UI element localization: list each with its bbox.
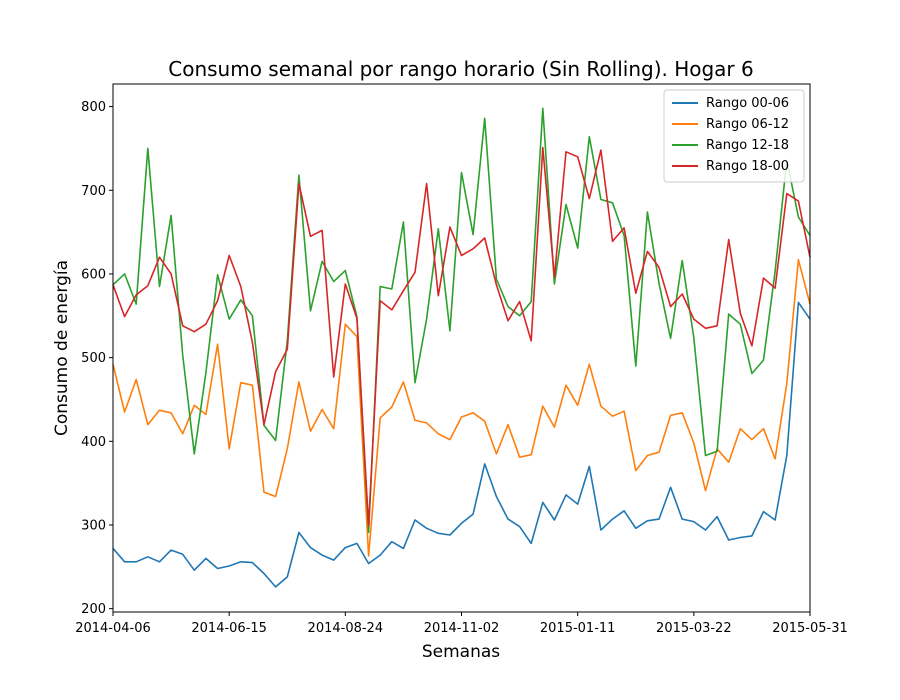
legend-label: Rango 06-12: [706, 117, 789, 132]
plot-area: 200 300 400 500 600 700 800 2014-04-06 2014-06-1…: [75, 83, 848, 636]
y-tick-label: 600: [81, 267, 106, 282]
x-tick-label: 2014-04-06: [75, 621, 151, 636]
y-tick-label: 200: [81, 602, 106, 617]
legend-label: Rango 12-18: [706, 138, 789, 153]
y-tick-label: 800: [81, 100, 106, 115]
x-axis-label: Semanas: [422, 642, 500, 662]
chart-title: Consumo semanal por rango horario (Sin R…: [168, 57, 754, 81]
legend-label: Rango 18-00: [706, 159, 789, 174]
x-tick-label: 2015-05-31: [772, 621, 848, 636]
series-line-4: [112, 146, 811, 527]
series-line-1: [112, 301, 811, 588]
x-tick-label: 2015-01-11: [540, 621, 616, 636]
y-tick-label: 400: [81, 435, 106, 450]
series-line-3: [112, 107, 811, 534]
y-tick-label: 700: [81, 184, 106, 199]
x-tick-label: 2014-11-02: [424, 621, 500, 636]
legend-label: Rango 00-06: [706, 96, 789, 111]
x-tick-label: 2014-06-15: [191, 621, 267, 636]
legend-box: [663, 89, 805, 183]
y-axis-label: Consumo de energía: [52, 260, 72, 436]
y-tick-label: 500: [81, 351, 106, 366]
series-line-2: [112, 258, 811, 557]
y-tick-label: 300: [81, 518, 106, 533]
x-tick-label: 2015-03-22: [656, 621, 732, 636]
x-tick-label: 2014-08-24: [308, 621, 384, 636]
